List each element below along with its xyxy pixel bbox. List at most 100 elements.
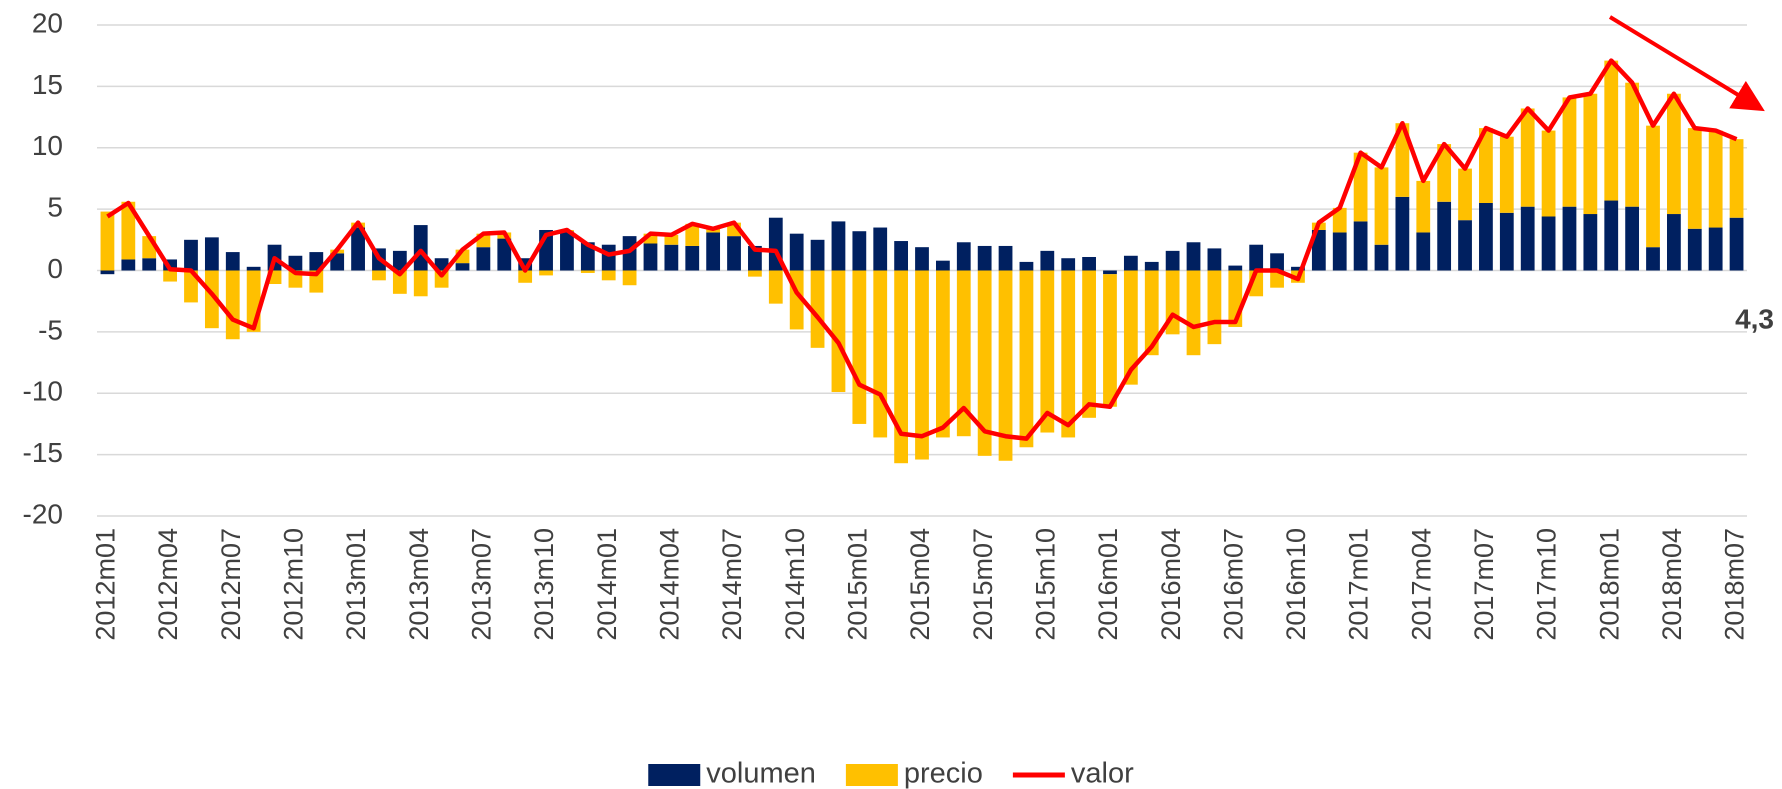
bar: [664, 234, 679, 245]
x-tick-label: 2017m10: [1532, 528, 1562, 641]
bar: [1708, 130, 1723, 228]
bar: [1520, 108, 1535, 207]
bar: [1583, 214, 1598, 271]
bar: [1123, 270, 1138, 385]
bar: [831, 221, 846, 271]
bar: [1061, 258, 1076, 271]
bar: [142, 258, 157, 271]
bar: [1165, 250, 1180, 271]
x-tick-label: 2017m01: [1344, 528, 1374, 641]
bar: [935, 270, 950, 438]
y-tick-label: -5: [38, 314, 63, 345]
bar: [873, 270, 888, 438]
bar: [1458, 168, 1472, 221]
bar: [518, 270, 533, 283]
bar: [246, 266, 261, 271]
bar: [1499, 136, 1514, 213]
bar: [225, 270, 240, 340]
legend-label: precio: [904, 758, 983, 789]
bar: [434, 258, 449, 271]
y-tick-label: -15: [23, 437, 63, 468]
bar: [956, 242, 971, 271]
bar: [1374, 244, 1389, 271]
bar: [1667, 214, 1681, 271]
x-tick-label: 2017m07: [1469, 528, 1499, 641]
bar: [539, 270, 553, 276]
bar: [810, 239, 825, 271]
x-tick-label: 2018m01: [1594, 528, 1624, 641]
bar: [497, 238, 512, 271]
x-tick-label: 2016m10: [1281, 528, 1311, 641]
bar: [1687, 128, 1702, 229]
x-tick-label: 2016m01: [1093, 528, 1123, 641]
bar: [915, 247, 929, 271]
bar: [1353, 221, 1368, 271]
x-tick-label: 2018m07: [1720, 528, 1750, 641]
legend-symbol: [845, 764, 898, 786]
x-tick-label: 2014m07: [717, 528, 747, 641]
bar: [1395, 123, 1410, 197]
x-tick-label: 2016m04: [1156, 528, 1186, 641]
bar: [392, 270, 407, 294]
bar: [643, 243, 658, 271]
bar: [1186, 242, 1201, 271]
bar: [1583, 93, 1598, 215]
bar: [1082, 256, 1096, 271]
x-tick-label: 2014m10: [780, 528, 810, 641]
line: [106, 58, 1738, 441]
bar: [1123, 255, 1138, 271]
bar: [1667, 93, 1681, 215]
bar: [685, 245, 700, 271]
bar: [1646, 125, 1660, 248]
bar: [601, 244, 616, 271]
bar: [643, 233, 658, 244]
bar: [873, 227, 888, 271]
bar: [372, 270, 386, 281]
bar: [810, 270, 825, 348]
bar: [1270, 253, 1284, 271]
bar: [789, 233, 804, 271]
bar: [225, 252, 240, 271]
bar: [351, 227, 365, 271]
x-tick-label: 2015m07: [968, 528, 998, 641]
bar: [1562, 97, 1577, 207]
bar: [1416, 180, 1431, 233]
labels: -20 -15 -10 -5 0 5 10 15 20 2012m01 2012m04 2012m07…: [23, 7, 1750, 640]
bar: [998, 270, 1013, 461]
bar: [1479, 128, 1493, 203]
x-tick-label: 2015m04: [905, 528, 935, 641]
bar: [121, 201, 136, 260]
bar: [1625, 206, 1640, 271]
bar: [1249, 244, 1264, 271]
trend-arrow: [1608, 15, 1765, 112]
bar: [1332, 232, 1347, 271]
bar: [1186, 270, 1201, 356]
x-tick-label: 2017m04: [1406, 528, 1436, 641]
bar: [852, 231, 867, 271]
bar: [1103, 270, 1117, 275]
x-tick-label: 2013m07: [467, 528, 497, 641]
bar: [1103, 274, 1117, 407]
bar: [1291, 266, 1305, 271]
bar: [894, 270, 909, 464]
bar: [601, 270, 616, 281]
bar: [1541, 216, 1556, 271]
x-tick-label: 2014m04: [654, 528, 684, 641]
bar: [998, 245, 1013, 271]
bar: [476, 247, 491, 271]
annotation: 4,3: [1735, 303, 1774, 334]
x-tick-label: 2012m04: [153, 528, 183, 641]
bar: [1499, 212, 1514, 271]
bar: [1082, 270, 1096, 418]
bar: [622, 270, 637, 286]
bar: [392, 250, 407, 271]
bar: [664, 244, 679, 271]
bar: [413, 225, 428, 271]
bar: [1207, 270, 1222, 345]
x-tick-label: 2016m07: [1218, 528, 1248, 641]
bar: [1040, 270, 1055, 433]
bar: [1019, 270, 1034, 448]
bar: [1270, 270, 1284, 288]
bar: [1332, 207, 1347, 233]
